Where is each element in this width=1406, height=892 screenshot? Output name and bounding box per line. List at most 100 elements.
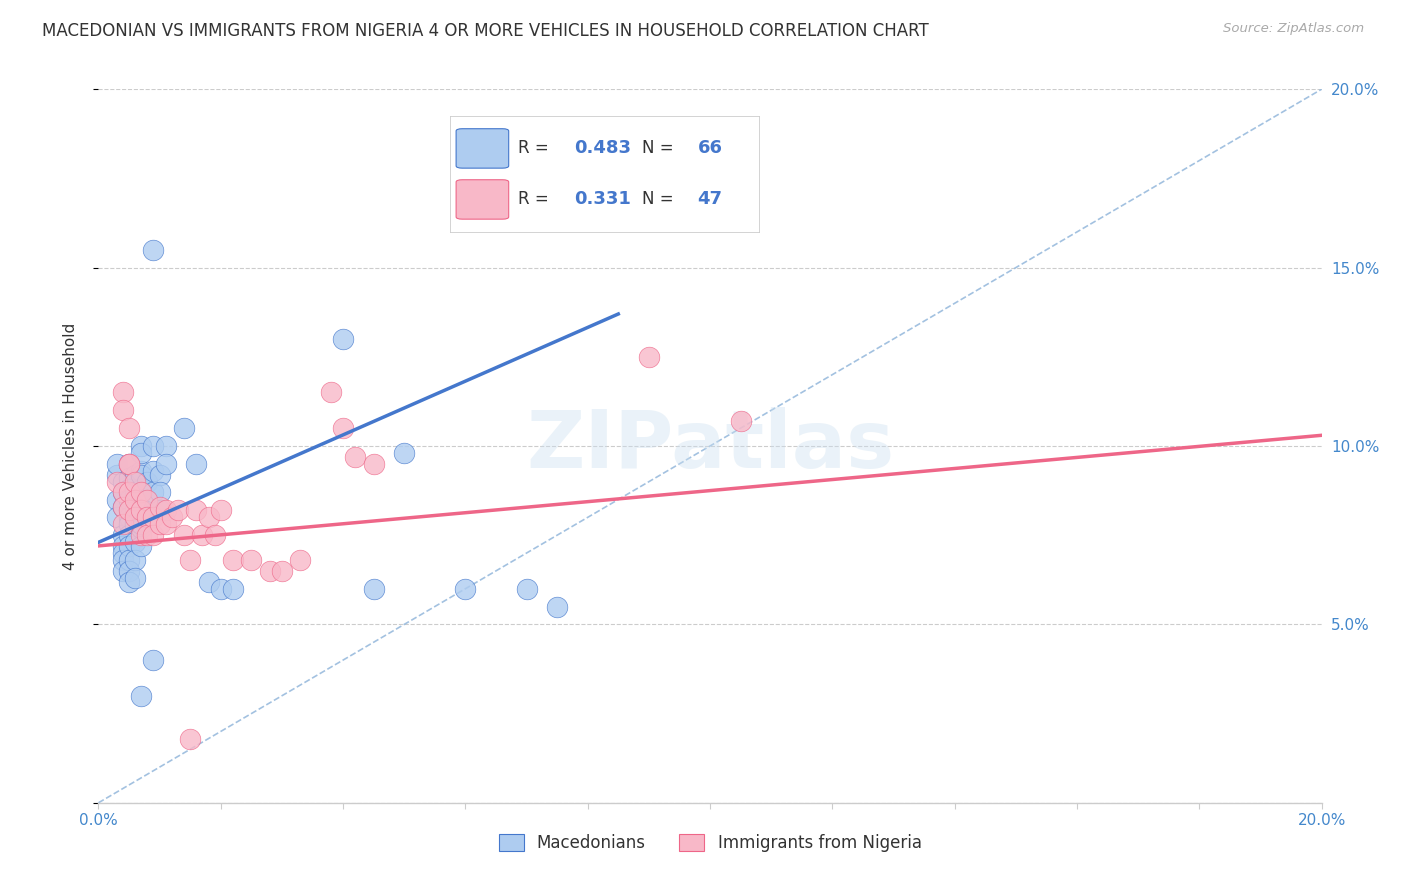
Point	[142, 243, 165, 257]
Text: 0.331: 0.331	[574, 190, 630, 208]
Point	[111, 403, 134, 417]
Point	[240, 553, 263, 567]
Point	[149, 517, 172, 532]
Text: 47: 47	[697, 190, 723, 208]
Point	[546, 599, 568, 614]
Point	[105, 492, 128, 507]
Point	[155, 503, 177, 517]
Point	[637, 350, 661, 364]
Point	[118, 517, 141, 532]
FancyBboxPatch shape	[456, 128, 509, 169]
Point	[179, 553, 201, 567]
Point	[129, 439, 152, 453]
Point	[105, 467, 128, 482]
Point	[222, 553, 245, 567]
Point	[136, 510, 159, 524]
Point	[124, 571, 146, 585]
Point	[344, 450, 367, 464]
Point	[118, 482, 141, 496]
Point	[209, 582, 232, 596]
Point	[118, 510, 141, 524]
Text: 0.483: 0.483	[574, 139, 631, 157]
Legend: Macedonians, Immigrants from Nigeria: Macedonians, Immigrants from Nigeria	[492, 827, 928, 859]
Point	[124, 485, 146, 500]
Point	[111, 528, 134, 542]
Point	[105, 457, 128, 471]
Point	[290, 553, 312, 567]
Point	[105, 510, 128, 524]
Point	[111, 485, 134, 500]
Text: N =: N =	[641, 139, 679, 157]
Point	[454, 582, 477, 596]
Point	[111, 485, 134, 500]
Point	[118, 574, 141, 589]
Point	[142, 439, 165, 453]
Point	[129, 503, 152, 517]
Point	[155, 439, 177, 453]
Point	[129, 485, 152, 500]
Text: R =: R =	[517, 139, 554, 157]
Point	[118, 485, 141, 500]
Point	[179, 731, 201, 746]
Point	[149, 500, 172, 514]
Point	[118, 503, 141, 517]
Point	[111, 564, 134, 578]
Point	[129, 503, 152, 517]
Point	[136, 475, 159, 489]
Point	[332, 332, 354, 346]
Point	[124, 553, 146, 567]
Point	[124, 510, 146, 524]
Point	[149, 503, 172, 517]
Point	[118, 528, 141, 542]
Point	[142, 510, 165, 524]
Text: R =: R =	[517, 190, 554, 208]
Point	[129, 528, 152, 542]
Point	[197, 574, 219, 589]
Point	[129, 485, 152, 500]
Point	[142, 653, 165, 667]
Point	[111, 500, 134, 514]
Point	[160, 510, 183, 524]
Point	[191, 528, 214, 542]
Point	[173, 528, 195, 542]
Point	[111, 539, 134, 553]
Point	[129, 521, 152, 535]
Point	[118, 492, 141, 507]
Point	[204, 528, 226, 542]
Point	[124, 492, 146, 507]
Point	[111, 385, 134, 400]
Text: MACEDONIAN VS IMMIGRANTS FROM NIGERIA 4 OR MORE VEHICLES IN HOUSEHOLD CORRELATIO: MACEDONIAN VS IMMIGRANTS FROM NIGERIA 4 …	[42, 22, 929, 40]
Point	[209, 503, 232, 517]
Point	[516, 582, 538, 596]
Point	[118, 457, 141, 471]
Point	[118, 457, 141, 471]
Point	[129, 689, 152, 703]
Text: ZIPatlas: ZIPatlas	[526, 407, 894, 485]
Point	[186, 457, 208, 471]
Point	[270, 564, 292, 578]
Point	[142, 485, 165, 500]
Text: 66: 66	[697, 139, 723, 157]
Point	[730, 414, 752, 428]
Point	[129, 482, 152, 496]
Point	[118, 421, 141, 435]
Point	[259, 564, 281, 578]
Text: N =: N =	[641, 190, 679, 208]
Point	[136, 492, 159, 507]
Point	[332, 421, 354, 435]
Point	[155, 457, 177, 471]
Point	[118, 564, 141, 578]
Text: Source: ZipAtlas.com: Source: ZipAtlas.com	[1223, 22, 1364, 36]
Point	[118, 553, 141, 567]
Point	[111, 500, 134, 514]
Point	[142, 464, 165, 478]
Point	[124, 467, 146, 482]
Point	[129, 446, 152, 460]
FancyBboxPatch shape	[456, 180, 509, 219]
Point	[129, 503, 152, 517]
Point	[129, 517, 152, 532]
Point	[129, 464, 152, 478]
Point	[173, 421, 195, 435]
Point	[124, 517, 146, 532]
Point	[392, 446, 416, 460]
